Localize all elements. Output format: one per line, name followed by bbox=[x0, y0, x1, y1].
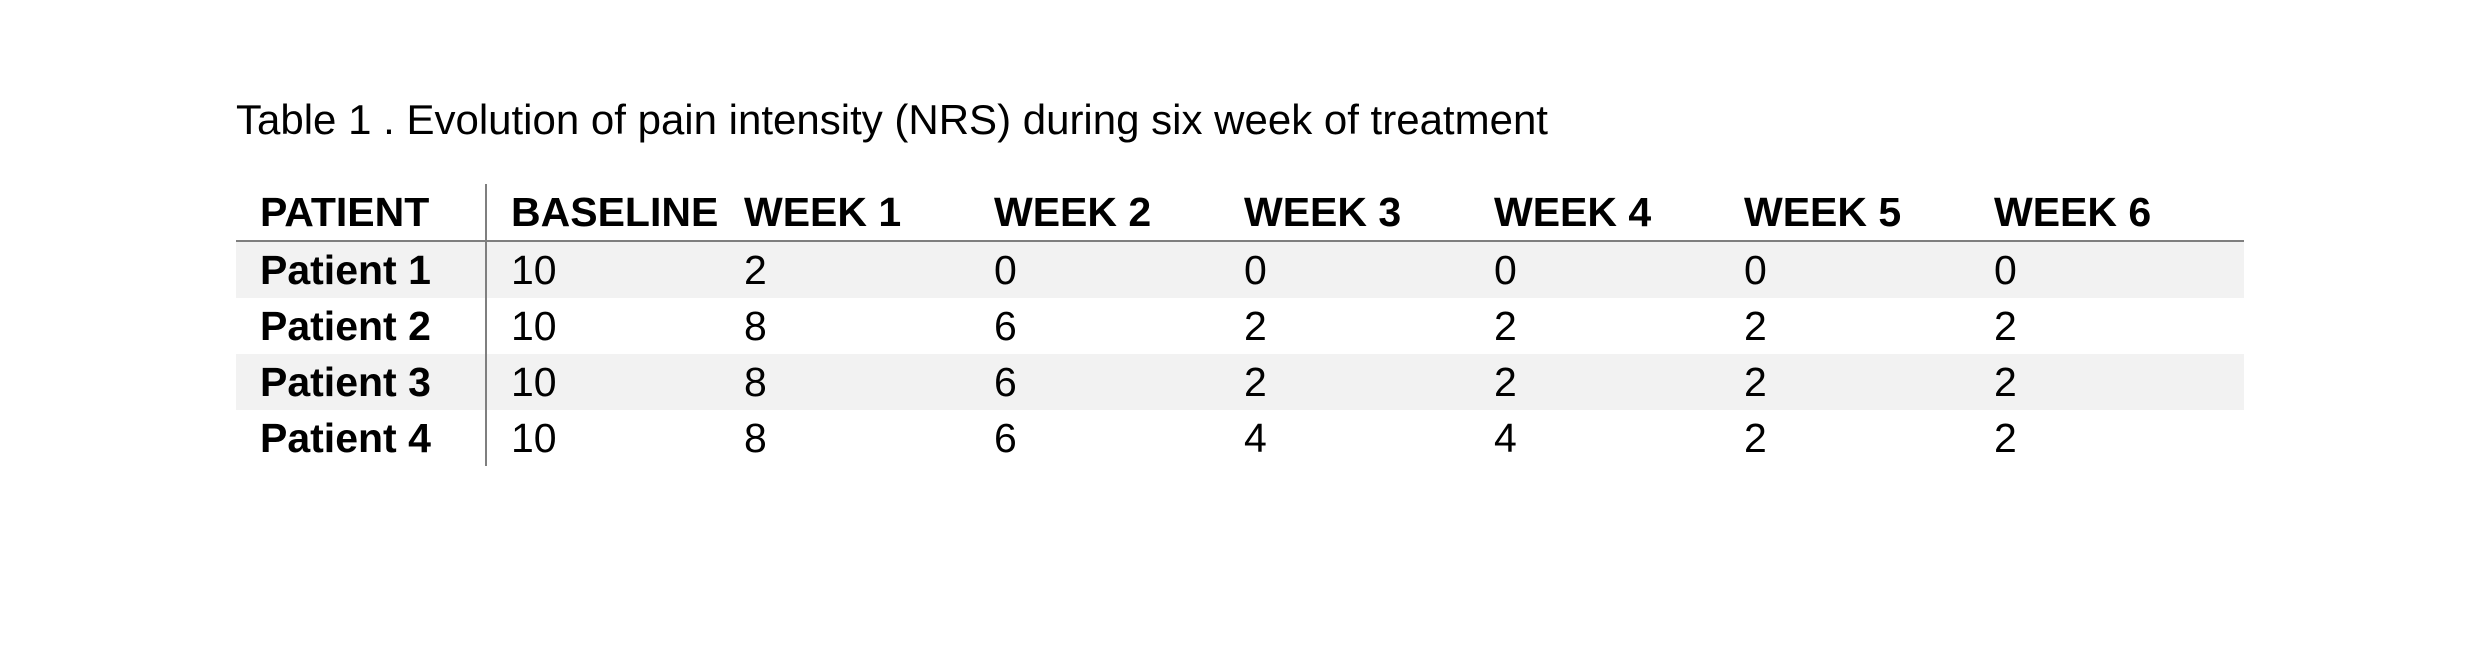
patient-name-cell: Patient 1 bbox=[236, 241, 487, 298]
patient-name-cell: Patient 4 bbox=[236, 410, 487, 466]
table-cell: 0 bbox=[994, 241, 1244, 298]
table-cell: 10 bbox=[511, 302, 557, 349]
table-row: Patient 2 10 8 6 2 2 2 2 bbox=[236, 298, 2244, 354]
table-row: Patient 3 10 8 6 2 2 2 2 bbox=[236, 354, 2244, 410]
table-cell: 0 bbox=[1494, 241, 1744, 298]
table-cell: 4 bbox=[1494, 414, 1517, 461]
table-cell: 2 bbox=[744, 241, 994, 298]
header-row: PATIENT BASELINE WEEK 1 WEEK 2 WEEK 3 WE… bbox=[236, 184, 2244, 242]
column-header-week-3: WEEK 3 bbox=[1244, 184, 1494, 242]
pain-intensity-table: PATIENT BASELINE WEEK 1 WEEK 2 WEEK 3 WE… bbox=[236, 184, 2244, 466]
column-header-baseline: BASELINE bbox=[486, 184, 744, 242]
table-row: Patient 4 10 8 6 4 4 2 2 bbox=[236, 410, 2244, 466]
table-cell: 6 bbox=[994, 354, 1244, 410]
table-cell: 2 bbox=[1744, 414, 1767, 461]
column-header-week-1: WEEK 1 bbox=[744, 184, 994, 242]
table-cell: 0 bbox=[1744, 241, 1994, 298]
table-cell: 0 bbox=[1994, 241, 2244, 298]
table-cell: 10 bbox=[486, 241, 744, 298]
table-cell: 2 bbox=[1744, 354, 1994, 410]
table-cell: 2 bbox=[1244, 302, 1267, 349]
table-cell: 2 bbox=[1994, 414, 2017, 461]
table-cell: 10 bbox=[486, 354, 744, 410]
column-header-week-4: WEEK 4 bbox=[1494, 184, 1744, 242]
column-header-week-2: WEEK 2 bbox=[994, 184, 1244, 242]
column-header-week-6: WEEK 6 bbox=[1994, 184, 2244, 242]
table-cell: 2 bbox=[1994, 354, 2244, 410]
table-cell: 10 bbox=[511, 414, 557, 461]
table-cell: 2 bbox=[1744, 302, 1767, 349]
table-cell: 8 bbox=[744, 302, 767, 349]
table-cell: 4 bbox=[1244, 414, 1267, 461]
table-cell: 8 bbox=[744, 414, 767, 461]
patient-name-cell: Patient 3 bbox=[236, 354, 487, 410]
table-cell: 2 bbox=[1494, 354, 1744, 410]
table-cell: 6 bbox=[994, 414, 1017, 461]
table-cell: 2 bbox=[1494, 302, 1517, 349]
table-cell: 8 bbox=[744, 354, 994, 410]
table-caption: Table 1 . Evolution of pain intensity (N… bbox=[236, 96, 1548, 143]
table-cell: 2 bbox=[1244, 354, 1494, 410]
patient-name-cell: Patient 2 bbox=[236, 298, 487, 354]
column-header-week-5: WEEK 5 bbox=[1744, 184, 1994, 242]
column-header-patient: PATIENT bbox=[236, 184, 487, 242]
table-cell: 6 bbox=[994, 302, 1017, 349]
table-cell: 0 bbox=[1244, 241, 1494, 298]
table-cell: 2 bbox=[1994, 302, 2017, 349]
table-row: Patient 1 10 2 0 0 0 0 0 bbox=[236, 241, 2244, 298]
